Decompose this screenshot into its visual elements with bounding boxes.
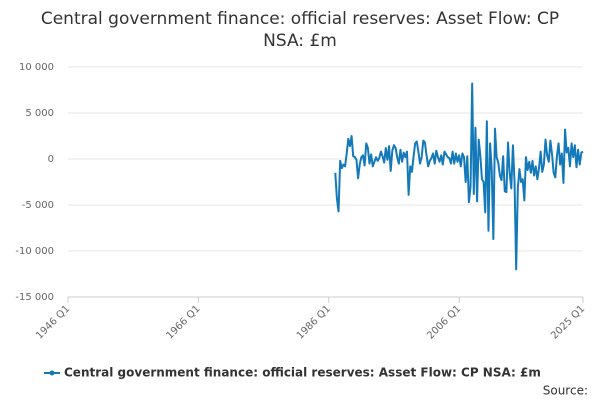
y-tick-label: 10 000 [19,62,54,73]
chart-title: Central government finance: official res… [40,9,560,51]
source: Source: [543,384,588,398]
x-tick-label: 1966 Q1 [165,303,203,341]
y-tick-label: 0 [48,154,54,165]
legend-label: Central government finance: official res… [64,366,541,380]
x-tick-label: 1946 Q1 [34,303,72,341]
x-tick-label: 2006 Q1 [425,303,463,341]
y-tick-label: -10 000 [15,246,54,257]
x-tick-label: 2025 Q1 [549,303,587,341]
y-tick-label: -5 000 [22,200,54,211]
y-tick-label: 5 000 [25,108,54,119]
y-tick-label: -15 000 [15,292,54,303]
data-line [334,82,584,271]
legend-marker [49,370,55,376]
x-tick-label: 1986 Q1 [295,303,333,341]
